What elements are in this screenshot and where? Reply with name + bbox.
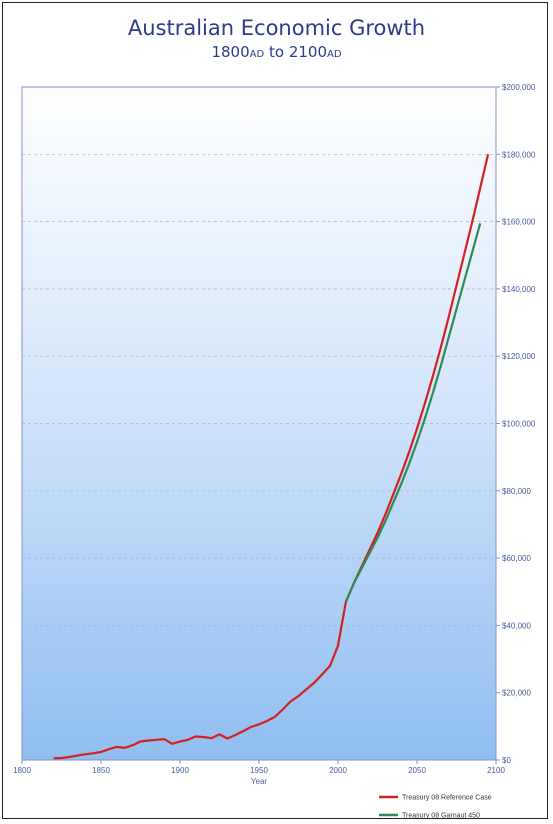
x-tick-label: 1950: [250, 766, 268, 775]
x-tick-label: 1900: [171, 766, 189, 775]
gridlines: [22, 153, 496, 694]
x-tick-label: 2100: [487, 766, 505, 775]
subtitle-to-year: 2100: [288, 43, 327, 61]
series-lines: [53, 154, 490, 760]
x-tick-label: 2000: [329, 766, 347, 775]
y-tick-label: $0: [502, 756, 511, 765]
chart-title: Australian Economic Growth: [127, 16, 426, 40]
series-line-2: [344, 223, 482, 603]
x-axis-label: Year: [251, 777, 268, 786]
y-tick-label: $100,000: [502, 420, 536, 429]
chart-subtitle: 1800AD to 2100AD: [0, 43, 553, 61]
y-tick-label: $180,000: [502, 150, 536, 159]
x-tick-label: 1800: [13, 766, 31, 775]
y-tick-label: $80,000: [502, 487, 531, 496]
y-tick-label: $140,000: [502, 285, 536, 294]
subtitle-from-suffix: AD: [249, 49, 265, 60]
y-tick-label: $40,000: [502, 621, 531, 630]
x-tick-label: 2050: [408, 766, 426, 775]
x-axis: 1800 1850 1900 1950 2000 2050 2100: [13, 760, 505, 775]
subtitle-from-year: 1800: [211, 43, 250, 61]
y-tick-label: $200,000: [502, 83, 536, 92]
x-tick-label: 1850: [92, 766, 110, 775]
subtitle-to-suffix: AD: [327, 49, 342, 60]
y-tick-label: $120,000: [502, 352, 536, 361]
y-tick-label: $20,000: [502, 689, 531, 698]
subtitle-connector: to: [268, 43, 285, 61]
y-tick-label: $60,000: [502, 554, 531, 563]
legend-label-2: Treasury 08 Garnaut 450: [402, 813, 480, 820]
y-tick-label: $160,000: [502, 218, 536, 227]
y-axis: $0 $20,000 $40,000 $60,000 $80,000 $100,000 $1…: [496, 83, 536, 765]
legend: Treasury 08 Reference Case Treasury 08 Ga…: [379, 795, 492, 820]
legend-label-1: Treasury 08 Reference Case: [402, 795, 492, 802]
series-line-1: [53, 154, 490, 760]
